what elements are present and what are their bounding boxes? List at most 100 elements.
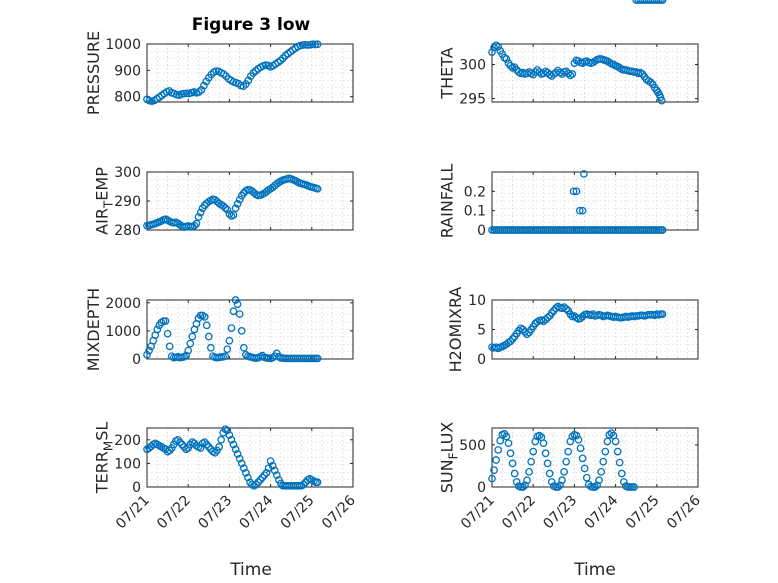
data-point	[227, 435, 236, 444]
data-point	[237, 459, 246, 468]
data-point	[658, 226, 667, 234]
data-point	[658, 310, 667, 319]
data-point	[237, 327, 246, 335]
data-point	[562, 304, 571, 313]
y-axis-label-pressure: PRESSURE	[84, 31, 103, 115]
data-point	[229, 307, 238, 316]
data-point	[258, 351, 267, 360]
y-tick-label: 0.2	[464, 184, 486, 200]
data-point	[504, 439, 513, 448]
data-point	[569, 187, 578, 196]
data-point	[545, 469, 554, 478]
x-tick-label: 07/25	[623, 493, 663, 533]
data-point	[558, 476, 566, 485]
data-point	[313, 354, 322, 363]
data-point	[235, 310, 244, 318]
data-point	[165, 342, 174, 351]
x-axis-label-left: Time	[229, 560, 272, 580]
data-point	[145, 346, 153, 355]
x-tick-label: 07/21	[113, 493, 153, 533]
data-point	[576, 444, 585, 453]
data-point	[541, 449, 550, 458]
data-point	[165, 446, 174, 455]
panel-rainfall: 0 0.1 0.2 RAINFALL	[438, 164, 699, 239]
data-point	[575, 206, 584, 215]
y-tick-label: 0	[477, 352, 486, 368]
data-point	[630, 483, 638, 491]
data-point	[196, 444, 205, 452]
y-tick-label: 2000	[105, 296, 141, 312]
data-point	[582, 473, 591, 482]
data-point	[529, 447, 538, 456]
data-point	[192, 219, 201, 228]
data-point	[554, 483, 562, 491]
data-point	[597, 467, 606, 476]
data-point	[225, 336, 234, 345]
y-tick-label: 1000	[105, 37, 141, 53]
data-point	[221, 352, 230, 361]
y-tick-label: 800	[114, 90, 141, 106]
data-point	[225, 431, 234, 439]
data-point	[313, 478, 322, 487]
data-point	[221, 204, 230, 212]
data-point	[572, 431, 581, 440]
data-point	[506, 61, 515, 70]
data-point	[502, 432, 511, 441]
axes-frame-pressure	[146, 43, 354, 103]
x-tick-label: 07/23	[195, 493, 235, 533]
y-axis-label-h2omixra: H2OMIXRA	[446, 287, 465, 373]
y-axis-label-rainfall: RAINFALL	[438, 164, 457, 239]
y-tick-label: 10	[468, 293, 486, 309]
data-point	[611, 437, 620, 446]
x-tick-label: 07/24	[237, 492, 277, 532]
data-point	[547, 309, 556, 317]
data-point	[523, 476, 531, 485]
y-axis-label-sun-flux: SUNFLUX	[438, 422, 461, 494]
data-point	[184, 346, 193, 355]
data-point	[657, 96, 666, 105]
axes-frame-sun-flux	[491, 427, 699, 488]
data-point	[591, 483, 599, 491]
data-point	[519, 325, 527, 334]
y-tick-label: 100	[114, 456, 141, 472]
data-point	[254, 478, 263, 487]
data-point	[523, 330, 531, 339]
data-point	[204, 332, 213, 341]
y-tick-label: 0	[132, 352, 141, 368]
x-tick-label: 07/22	[499, 493, 539, 533]
data-point	[508, 335, 517, 343]
data-point	[233, 450, 242, 458]
data-point	[244, 473, 252, 482]
y-tick-label: 5	[477, 323, 486, 339]
data-point	[605, 430, 614, 439]
data-point	[494, 446, 503, 454]
data-point	[490, 43, 498, 52]
data-point	[227, 324, 236, 332]
data-point	[153, 325, 162, 334]
data-point	[266, 457, 275, 465]
data-point	[510, 469, 519, 478]
data-point	[488, 48, 496, 57]
data-point	[223, 345, 232, 354]
data-point	[219, 202, 228, 210]
data-point	[231, 296, 240, 304]
data-point	[578, 454, 587, 463]
data-point	[506, 449, 515, 458]
data-point	[490, 466, 498, 474]
data-point	[235, 454, 244, 463]
data-point	[211, 448, 219, 457]
data-point	[572, 187, 581, 196]
y-tick-label: 200	[114, 433, 141, 449]
y-tick-label: 0	[132, 480, 141, 496]
data-point	[215, 443, 223, 451]
data-point	[233, 300, 242, 309]
data-point	[574, 435, 583, 444]
data-point	[235, 195, 244, 204]
data-point	[204, 443, 213, 451]
data-point	[242, 468, 250, 477]
data-point	[229, 440, 238, 449]
data-point	[566, 310, 575, 319]
